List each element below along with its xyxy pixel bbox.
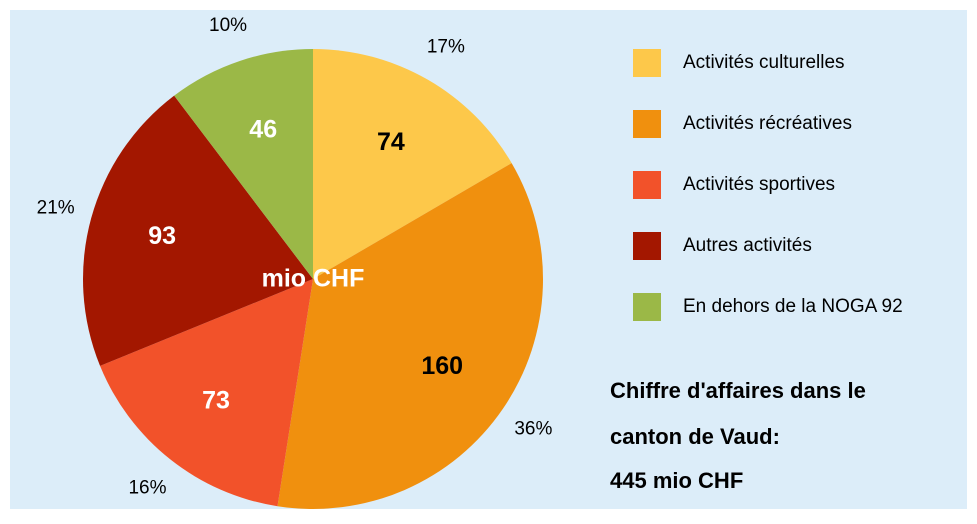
legend-swatch — [633, 110, 661, 138]
pie-slice — [174, 49, 313, 279]
legend-label: En dehors de la NOGA 92 — [683, 296, 903, 317]
legend-swatch — [633, 232, 661, 260]
pie-slice — [277, 163, 543, 509]
legend-swatch — [633, 49, 661, 77]
legend-swatch — [633, 171, 661, 199]
data-label: 46 — [249, 115, 277, 143]
annotation: canton de Vaud: — [610, 424, 780, 449]
legend-label: Activités culturelles — [683, 52, 845, 73]
annotation: Chiffre d'affaires dans le — [610, 378, 866, 403]
percentage-label: 16% — [128, 477, 166, 498]
data-label: 73 — [202, 386, 230, 414]
legend-label: Autres activités — [683, 235, 812, 256]
percentage-label: 21% — [37, 197, 75, 218]
pie-slice — [313, 49, 512, 279]
center-label: mio CHF — [262, 265, 365, 293]
data-label: 74 — [377, 128, 405, 156]
pie — [83, 49, 543, 509]
data-label: 93 — [148, 222, 176, 250]
data-label: 160 — [421, 352, 463, 380]
percentage-label: 17% — [427, 37, 465, 58]
legend-label: Activités sportives — [683, 174, 835, 195]
legend-swatch — [633, 293, 661, 321]
annotation: 445 mio CHF — [610, 468, 743, 493]
legend-label: Activités récréatives — [683, 113, 852, 134]
percentage-label: 36% — [514, 418, 552, 439]
pie-slice — [100, 279, 313, 507]
pie-slice — [83, 95, 313, 366]
percentage-label: 10% — [209, 15, 247, 36]
